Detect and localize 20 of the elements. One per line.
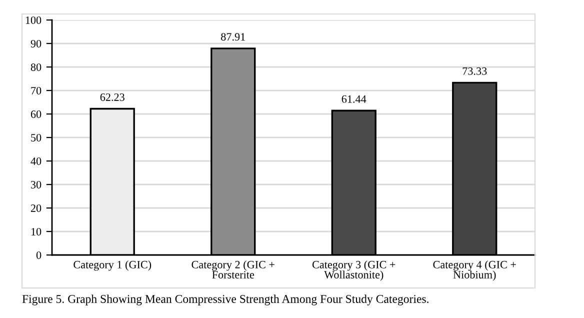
x-tick-label: Category 2 (GIC + Forsterite [192,260,274,278]
y-tick-label: 50 [31,134,42,142]
data-label: 62.23 [100,93,124,101]
y-tick-label: 10 [31,228,42,236]
data-label: 73.33 [462,67,487,75]
caption: Figure 5. Graph Showing Mean Compressive Strength Among Four Study Categories. [22,294,428,306]
y-tick-label: 0 [36,251,42,259]
y-tick-label: 70 [31,86,42,94]
data-label: 87.91 [221,33,245,41]
y-tick-label: 90 [30,40,42,48]
x-tick-label: Category 3 (GIC + Wollastonite) [312,260,396,281]
y-tick-label: 20 [30,204,42,212]
y-tick-label: 30 [31,180,42,188]
y-tick-label: 40 [30,157,42,165]
x-tick-label: Category 4 (GIC + Niobium) [433,260,516,281]
y-tick-label: 60 [30,110,42,118]
x-tick-label: Category 1 (GIC) [74,260,152,271]
y-tick-label: 100 [26,16,42,24]
data-label: 61.44 [342,95,366,103]
y-tick-label: 80 [30,63,42,71]
